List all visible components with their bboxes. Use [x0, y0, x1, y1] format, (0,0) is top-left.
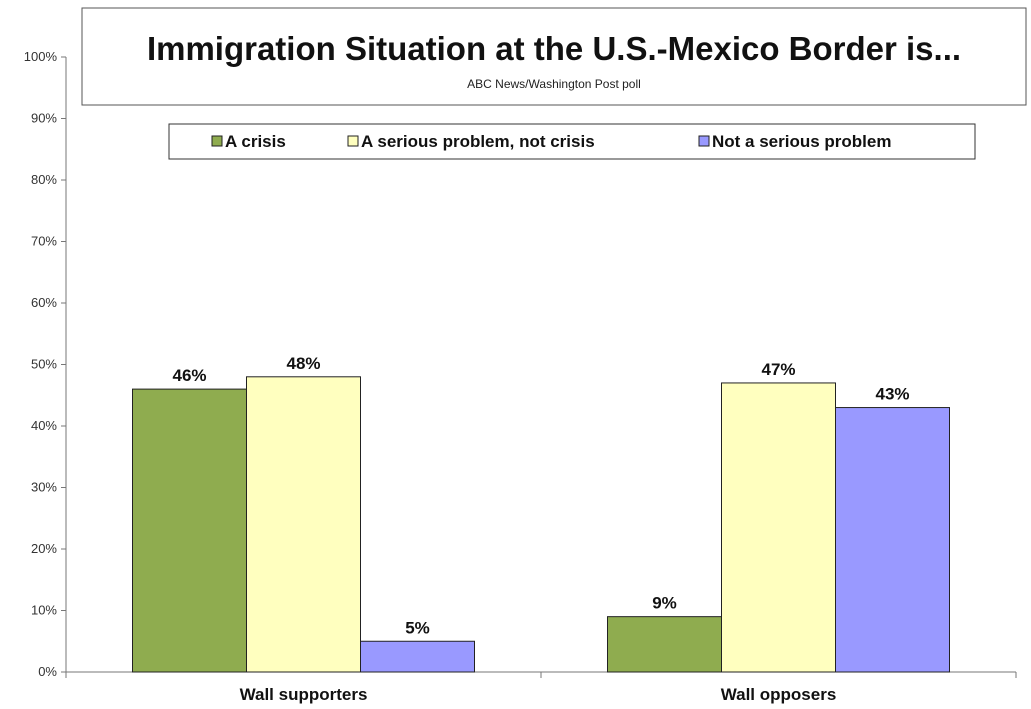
data-labels: 46% 48% 5% 9% 47% 43% — [172, 354, 909, 637]
data-label: 9% — [652, 594, 677, 613]
axes: 0% 10% 20% 30% 40% 50% 60% 70% 80% 90% 100% Wall su… — [24, 49, 1017, 704]
chart-title: Immigration Situation at the U.S.-Mexico… — [147, 30, 961, 67]
y-tick-label: 30% — [31, 480, 57, 495]
y-tick-label: 40% — [31, 418, 57, 433]
bar — [607, 616, 722, 673]
bar — [835, 407, 950, 673]
bar — [360, 640, 475, 673]
y-tick-label: 80% — [31, 172, 57, 187]
x-tick-label: Wall supporters — [240, 685, 368, 704]
legend-label: A serious problem, not crisis — [361, 132, 595, 151]
data-label: 48% — [286, 354, 320, 373]
y-tick-label: 0% — [38, 664, 57, 679]
x-tick-label: Wall opposers — [721, 685, 837, 704]
legend: A crisis A serious problem, not crisis Not… — [168, 123, 976, 160]
data-label: 43% — [875, 385, 909, 404]
legend-label: A crisis — [225, 132, 286, 151]
bar — [721, 382, 836, 673]
y-tick-label: 70% — [31, 234, 57, 249]
y-tick-label: 90% — [31, 111, 57, 126]
legend-swatch — [211, 135, 223, 147]
bar — [132, 388, 247, 673]
legend-swatch — [698, 135, 710, 147]
data-label: 46% — [172, 366, 206, 385]
chart-subtitle: ABC News/Washington Post poll — [467, 77, 641, 91]
y-tick-label: 50% — [31, 357, 57, 372]
legend-label: Not a serious problem — [712, 132, 891, 151]
legend-box — [168, 123, 976, 160]
title-box: Immigration Situation at the U.S.-Mexico… — [81, 7, 1027, 106]
data-label: 5% — [405, 618, 430, 637]
title-box-border — [81, 7, 1027, 106]
bars — [132, 376, 950, 673]
legend-swatch — [347, 135, 359, 147]
y-tick-label: 60% — [31, 295, 57, 310]
data-label: 47% — [761, 360, 795, 379]
y-tick-label: 100% — [24, 49, 58, 64]
y-tick-label: 20% — [31, 541, 57, 556]
bar — [246, 376, 361, 673]
y-tick-label: 10% — [31, 603, 57, 618]
